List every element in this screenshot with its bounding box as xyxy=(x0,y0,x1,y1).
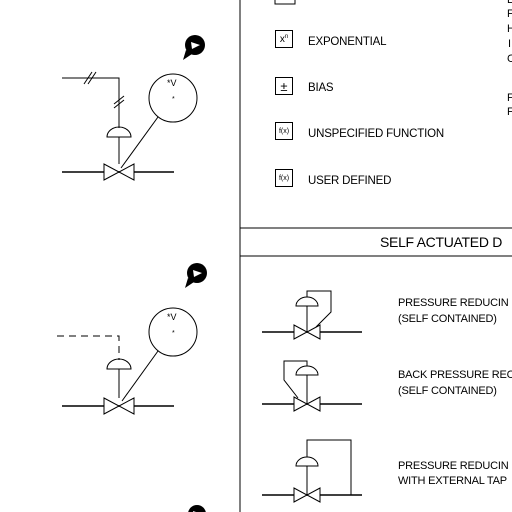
unspecified-function-symbol: f(x) xyxy=(275,122,293,140)
instrument-sub-2: * xyxy=(172,330,175,337)
legend-label-bias: BIAS xyxy=(308,82,334,94)
back-pressure-regulator-symbol xyxy=(262,360,362,412)
right-edge-letter: F xyxy=(507,92,512,104)
self-actuated-label-line2: WITH EXTERNAL TAP xyxy=(398,475,507,487)
self-actuated-label-line2: (SELF CONTAINED) xyxy=(398,313,497,325)
pressure-reducing-external-tap-symbol xyxy=(262,439,362,503)
pneumatic-valve-diagram-2 xyxy=(57,263,207,415)
instrument-sub-1: * xyxy=(172,96,175,103)
self-actuated-label-line1: PRESSURE REDUCIN xyxy=(398,460,509,472)
pressure-reducing-valve-symbol xyxy=(262,290,362,340)
right-edge-letter: I xyxy=(508,38,512,50)
legend-label-user-defined: USER DEFINED xyxy=(308,175,392,187)
instrument-label-1: *V xyxy=(167,78,177,88)
self-actuated-label-line1: PRESSURE REDUCIN xyxy=(398,297,509,309)
right-edge-letter: F xyxy=(507,8,512,20)
right-edge-letter: C xyxy=(507,53,512,65)
right-edge-letter: L xyxy=(507,0,512,6)
legend-label-exponential: EXPONENTIAL xyxy=(308,36,387,48)
self-actuated-label-line2: (SELF CONTAINED) xyxy=(398,385,497,397)
location-pin-icon-3 xyxy=(188,505,206,512)
pneumatic-valve-diagram-1 xyxy=(62,35,205,181)
self-actuated-label-line1: BACK PRESSURE REC xyxy=(398,369,512,381)
bias-symbol: ± xyxy=(275,77,293,95)
legend-label-unspecified-function: UNSPECIFIED FUNCTION xyxy=(308,128,444,140)
top-symbol-box xyxy=(274,0,296,5)
right-edge-letter: F xyxy=(507,106,512,118)
user-defined-symbol: f(x) xyxy=(275,169,293,187)
location-pin-icon-2 xyxy=(185,263,207,288)
location-pin-icon-1 xyxy=(183,35,205,60)
section-title: SELF ACTUATED D xyxy=(380,234,503,250)
right-edge-letter: H xyxy=(507,23,512,35)
instrument-label-2: *V xyxy=(167,312,177,322)
